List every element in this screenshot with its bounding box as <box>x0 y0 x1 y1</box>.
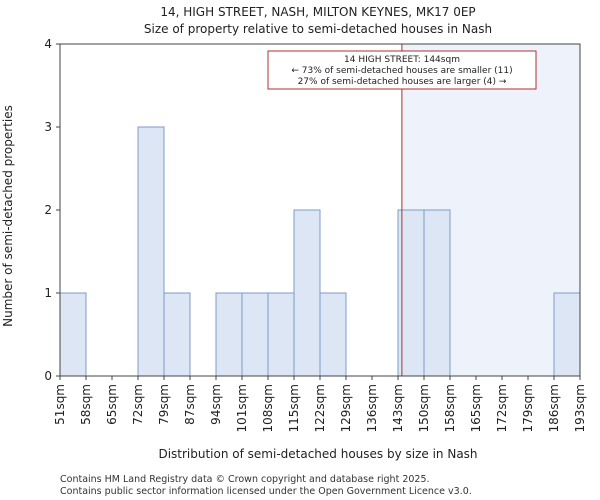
bar-94sqm <box>215 292 243 377</box>
bar-186sqm <box>553 292 581 377</box>
annotation-line-3: 27% of semi-detached houses are larger (… <box>298 77 507 87</box>
bar-101sqm <box>241 292 269 377</box>
x-tick-label-65sqm: 65sqm <box>105 384 119 425</box>
y-tick-label: 2 <box>44 203 52 217</box>
x-tick-label-193sqm: 193sqm <box>573 384 587 432</box>
x-tick-label-186sqm: 186sqm <box>547 384 561 432</box>
y-axis-label: Number of semi-detached properties <box>1 105 15 327</box>
x-tick-label-58sqm: 58sqm <box>79 384 93 425</box>
y-tick-label: 1 <box>44 286 52 300</box>
footer-line-1: Contains HM Land Registry data © Crown c… <box>60 474 430 485</box>
x-tick-label-87sqm: 87sqm <box>183 384 197 425</box>
annotation-line-1: 14 HIGH STREET: 144sqm <box>344 55 460 65</box>
y-tick-label: 3 <box>44 120 52 134</box>
chart-subtitle: Size of property relative to semi-detach… <box>144 22 492 36</box>
x-tick-label-115sqm: 115sqm <box>287 384 301 432</box>
x-tick-label-108sqm: 108sqm <box>261 384 275 432</box>
x-tick-label-158sqm: 158sqm <box>443 384 457 432</box>
footer-line-2: Contains public sector information licen… <box>60 486 472 497</box>
x-tick-label-72sqm: 72sqm <box>131 384 145 425</box>
x-tick-label-150sqm: 150sqm <box>417 384 431 432</box>
y-tick-label: 0 <box>44 369 52 383</box>
y-tick-label: 4 <box>44 37 52 51</box>
x-tick-label-101sqm: 101sqm <box>235 384 249 432</box>
bar-51sqm <box>59 292 87 377</box>
bar-72sqm <box>137 126 165 377</box>
bar-150sqm <box>423 209 451 377</box>
x-axis-label: Distribution of semi-detached houses by … <box>158 447 477 461</box>
chart-title: 14, HIGH STREET, NASH, MILTON KEYNES, MK… <box>160 5 475 19</box>
x-tick-label-94sqm: 94sqm <box>209 384 223 425</box>
x-tick-label-79sqm: 79sqm <box>157 384 171 425</box>
x-tick-label-122sqm: 122sqm <box>313 384 327 432</box>
x-tick-label-51sqm: 51sqm <box>53 384 67 425</box>
x-tick-label-165sqm: 165sqm <box>469 384 483 432</box>
annotation-line-2: ← 73% of semi-detached houses are smalle… <box>291 66 512 76</box>
annotation-box: 14 HIGH STREET: 144sqm ← 73% of semi-det… <box>267 50 537 90</box>
x-tick-label-172sqm: 172sqm <box>495 384 509 432</box>
x-tick-label-129sqm: 129sqm <box>339 384 353 432</box>
x-tick-label-143sqm: 143sqm <box>391 384 405 432</box>
bar-122sqm <box>319 292 347 377</box>
bar-115sqm <box>293 209 321 377</box>
bar-108sqm <box>267 292 295 377</box>
x-tick-label-179sqm: 179sqm <box>521 384 535 432</box>
x-tick-label-136sqm: 136sqm <box>365 384 379 432</box>
bar-79sqm <box>163 292 191 377</box>
